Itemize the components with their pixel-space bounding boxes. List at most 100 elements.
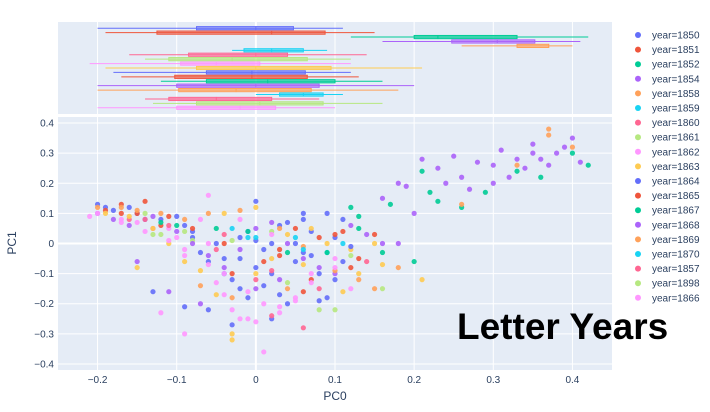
data-point [514,162,520,168]
boxplot-box [188,52,289,57]
boxplot-box [168,96,273,102]
data-point [205,210,211,216]
data-point [300,255,306,262]
data-point [142,210,148,216]
data-point [237,255,243,262]
data-point [316,298,322,304]
data-point [253,319,259,325]
x-tick-label: −0.1 [167,375,187,386]
data-point [269,219,275,226]
data-point [221,240,227,247]
y-tick-label: −0.1 [34,269,54,280]
data-point [419,277,425,283]
legend-item-label: year=1869 [652,235,700,246]
legend-marker [635,75,641,82]
data-point [577,159,583,165]
data-point [324,295,330,301]
data-point [585,162,591,168]
data-point [554,150,560,156]
data-point [166,237,172,244]
data-point [316,264,322,271]
data-point [221,231,227,238]
data-point [245,289,251,295]
boxplot-box [168,57,308,62]
legend-marker [635,280,641,287]
legend-marker [635,192,641,199]
data-point [364,258,370,265]
marginal-boxplots [89,26,589,110]
data-point [316,234,322,241]
data-point [530,150,536,156]
data-point [213,246,219,253]
data-point [292,234,299,241]
data-point [182,228,188,235]
data-point [142,228,148,235]
boxplot-box [205,70,306,75]
data-point [340,228,346,235]
data-point [166,222,172,229]
legend-marker [635,221,641,228]
data-point [174,213,180,219]
y-axis-title: PC1 [5,231,19,255]
data-point [94,210,101,216]
data-point [340,216,346,223]
boxplot-box [174,74,308,79]
data-point [411,258,417,265]
data-point [522,165,528,171]
data-point [371,231,378,238]
data-point [569,144,576,150]
legend-marker [635,236,641,243]
data-point [213,240,219,247]
data-point [158,310,164,316]
legend-item-label: year=1857 [652,264,700,275]
data-point [182,258,188,265]
x-axis-title: PC0 [323,389,347,403]
legend-marker [635,32,641,38]
boxplot-box [156,30,326,35]
data-point [150,289,156,295]
legend-item-label: year=1850 [652,31,700,42]
data-point [87,213,93,219]
data-point [197,216,204,223]
data-point [371,286,378,292]
data-point [126,204,132,210]
data-point [300,289,306,295]
data-point [443,180,449,186]
data-point [277,292,283,298]
data-point [134,207,140,213]
boxplot-box [178,88,312,93]
data-point [245,316,251,322]
data-point [261,301,267,307]
data-point [332,255,338,262]
data-point [197,268,204,274]
data-point [261,258,267,265]
data-point [253,225,259,232]
legend-marker [635,265,641,272]
data-point [269,240,275,247]
data-point [166,289,172,295]
legend-item-label: year=1864 [652,177,700,188]
data-point [530,141,536,147]
overlay-title: Letter Years [457,306,669,347]
data-point [490,180,496,186]
data-point [356,213,362,219]
data-point [364,231,370,238]
data-point [213,280,219,286]
data-point [229,237,235,244]
boxplot-box [205,79,336,84]
boxplot-box [176,105,277,110]
data-point [269,231,275,238]
data-point [308,280,314,286]
legend-marker [635,119,641,126]
data-point [379,286,386,292]
data-point [277,252,283,259]
boxplot-box [451,39,536,44]
y-tick-label: 0.4 [40,119,54,130]
data-point [371,240,378,247]
data-point [277,225,283,232]
data-point [379,249,386,256]
data-point [261,349,267,355]
data-point [506,174,512,180]
data-point [205,192,211,198]
